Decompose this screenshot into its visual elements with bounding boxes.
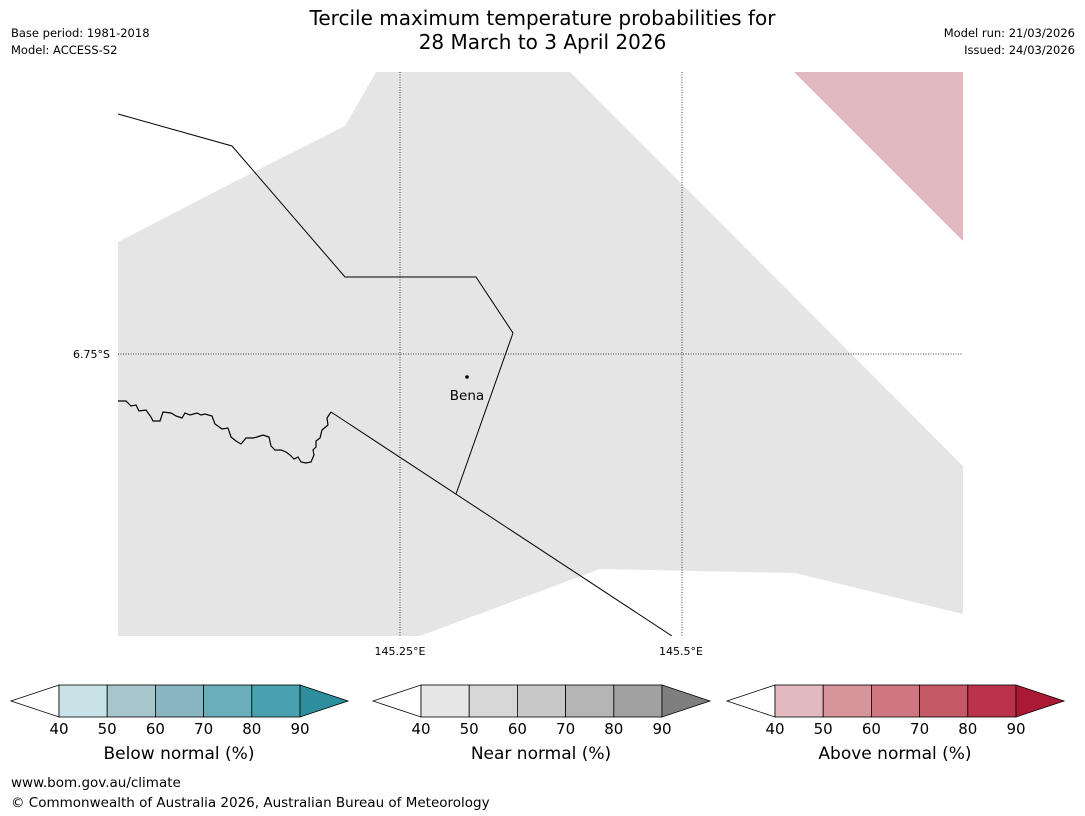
town-label-bena: Bena (450, 388, 484, 404)
colorbar-tick-label: 70 (910, 720, 929, 738)
colorbar-segment (919, 684, 969, 718)
province-boundary-south (330, 411, 673, 636)
colorbar-segment (613, 684, 663, 718)
colorbar-tick-label: 90 (290, 720, 309, 738)
colorbar-tick-label: 80 (604, 720, 623, 738)
colorbar-tick-label: 70 (194, 720, 213, 738)
river-boundary (118, 400, 332, 464)
issued-date: Issued: 24/03/2026 (964, 43, 1075, 57)
base-period: Base period: 1981-2018 (11, 26, 150, 40)
colorbar-segment (871, 684, 921, 718)
colorbar-segment (106, 684, 156, 718)
colorbar-tick-label: 80 (958, 720, 977, 738)
colorbar-tick-label: 40 (765, 720, 784, 738)
colorbar-label-near-normal: Near normal (%) (470, 744, 612, 764)
latitude-label: 6.75°S (73, 348, 110, 361)
colorbar-tick-label: 40 (49, 720, 68, 738)
colorbar-segment (468, 684, 518, 718)
colorbar-segment (203, 684, 253, 718)
colorbar-segment (154, 684, 204, 718)
town-marker-bena (465, 375, 469, 379)
longitude-label-145-25: 145.25°E (375, 645, 426, 658)
colorbar-segment (517, 684, 567, 718)
colorbar-label-below-normal: Below normal (%) (103, 744, 255, 764)
longitude-label-145-5: 145.5°E (659, 645, 703, 658)
colorbar-label-above-normal: Above normal (%) (818, 744, 972, 764)
colorbar-above-normal: 40 50 60 70 80 90 (725, 684, 1066, 738)
colorbar-tick-label: 90 (652, 720, 671, 738)
colorbar-group: 40 50 60 70 80 90 40 50 60 70 80 90 40 50 60 70 80 90 (9, 684, 1066, 738)
map-title: Tercile maximum temperature probabilitie… (250, 6, 835, 54)
colorbar-over-arrow (299, 684, 350, 718)
colorbar-segment (822, 684, 872, 718)
above-normal-region (794, 72, 963, 241)
colorbar-tick-label: 50 (460, 720, 479, 738)
colorbar-tick-label: 60 (862, 720, 881, 738)
colorbar-below-normal: 40 50 60 70 80 90 (9, 684, 350, 738)
colorbar-segment (967, 684, 1017, 718)
colorbar-tick-label: 70 (556, 720, 575, 738)
colorbar-tick-label: 50 (814, 720, 833, 738)
colorbar-under-arrow (371, 684, 422, 718)
colorbar-tick-label: 80 (242, 720, 261, 738)
map-panel: Bena (118, 72, 963, 636)
colorbar-over-arrow (1015, 684, 1066, 718)
colorbar-tick-label: 50 (98, 720, 117, 738)
colorbar-tick-label: 60 (146, 720, 165, 738)
colorbar-tick-label: 40 (411, 720, 430, 738)
province-boundary-north (118, 113, 514, 495)
footer-copyright: © Commonwealth of Australia 2026, Austra… (11, 795, 490, 811)
colorbar-segment (565, 684, 615, 718)
colorbar-near-normal: 40 50 60 70 80 90 (371, 684, 712, 738)
title-line-1: Tercile maximum temperature probabilitie… (309, 6, 776, 30)
footer-url[interactable]: www.bom.gov.au/climate (11, 775, 181, 791)
model-name: Model: ACCESS-S2 (11, 43, 118, 57)
model-run: Model run: 21/03/2026 (943, 26, 1075, 40)
colorbar-segment (251, 684, 301, 718)
colorbar-segment (420, 684, 470, 718)
colorbar-tick-label: 60 (508, 720, 527, 738)
colorbar-segment (58, 684, 108, 718)
meta-right: Model run: 21/03/2026 Issued: 24/03/2026 (944, 25, 1075, 59)
colorbar-tick-label: 90 (1006, 720, 1025, 738)
title-line-2: 28 March to 3 April 2026 (418, 30, 667, 54)
colorbar-segment (774, 684, 824, 718)
colorbar-over-arrow (661, 684, 712, 718)
colorbar-under-arrow (9, 684, 60, 718)
meta-left: Base period: 1981-2018 Model: ACCESS-S2 (11, 25, 150, 59)
colorbar-under-arrow (725, 684, 776, 718)
